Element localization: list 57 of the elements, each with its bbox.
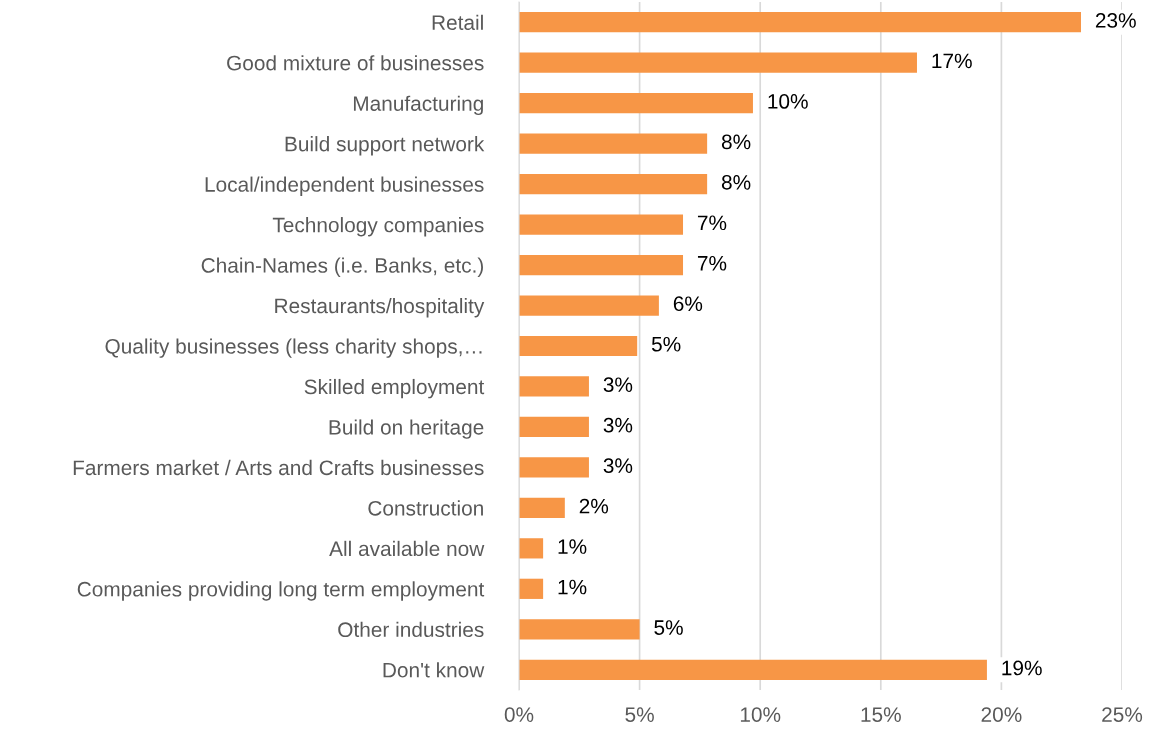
data-label: 6% xyxy=(673,296,703,312)
y-tick-label: Technology companies xyxy=(272,217,484,237)
y-tick-label: Restaurants/hospitality xyxy=(275,297,485,318)
y-tick-label: Skilled employment xyxy=(304,378,485,399)
bar xyxy=(519,497,565,518)
bar xyxy=(519,619,640,640)
y-tick-label: Build on heritage xyxy=(329,419,484,439)
bar xyxy=(519,12,1081,33)
bar xyxy=(519,295,659,316)
data-label: 7% xyxy=(697,215,727,231)
bar xyxy=(519,52,917,73)
bar xyxy=(519,538,544,559)
bar xyxy=(519,578,544,599)
x-tick-label: 5% xyxy=(625,707,654,722)
y-tick-label: Build support network xyxy=(285,136,485,156)
data-label: 3% xyxy=(603,377,633,393)
data-label: 2% xyxy=(579,498,609,514)
data-label: 7% xyxy=(697,255,727,271)
y-tick-label: Companies providing long term employment xyxy=(77,581,485,601)
y-tick-label: Local/independent businesses xyxy=(205,176,484,196)
data-label: 17% xyxy=(932,53,972,69)
data-label: 8% xyxy=(721,134,751,150)
data-label: 5% xyxy=(654,620,683,635)
bar xyxy=(519,416,589,438)
y-tick-label: Quality businesses (less charity shops,… xyxy=(105,338,482,358)
bar xyxy=(519,214,684,235)
y-tick-label: Good mixture of businesses xyxy=(227,55,484,71)
x-tick-label: 15% xyxy=(861,707,901,722)
y-tick-label: Construction xyxy=(368,500,483,516)
bar xyxy=(519,93,753,114)
x-tick-label: 10% xyxy=(740,707,781,722)
y-tick-label: Farmers market / Arts and Crafts businesses xyxy=(73,459,484,476)
x-tick-label: 0% xyxy=(504,707,534,722)
y-tick-label: Chain-Names (i.e. Banks, etc.) xyxy=(201,257,483,277)
data-label: 8% xyxy=(721,174,751,190)
bar xyxy=(519,335,638,357)
data-label: 23% xyxy=(1095,13,1136,28)
x-tick-label: 25% xyxy=(1102,707,1143,722)
y-tick-label: Retail xyxy=(432,14,483,30)
y-tick-label: Other industries xyxy=(338,621,484,638)
bar xyxy=(519,659,987,680)
bar xyxy=(519,254,684,276)
bar xyxy=(519,376,589,397)
y-tick-label: All available now xyxy=(329,540,485,557)
bar xyxy=(519,133,708,154)
data-label: 19% xyxy=(1002,660,1042,676)
data-label: 1% xyxy=(558,579,587,595)
data-label: 10% xyxy=(768,94,808,109)
x-tick-label: 20% xyxy=(981,707,1022,722)
bar xyxy=(519,174,708,195)
data-label: 5% xyxy=(651,336,681,352)
data-label: 3% xyxy=(603,458,633,473)
y-tick-label: Manufacturing xyxy=(353,95,483,116)
data-label: 1% xyxy=(558,539,587,554)
y-tick-label: Don't know xyxy=(383,662,485,678)
bar xyxy=(519,457,589,478)
data-label: 3% xyxy=(603,417,633,433)
